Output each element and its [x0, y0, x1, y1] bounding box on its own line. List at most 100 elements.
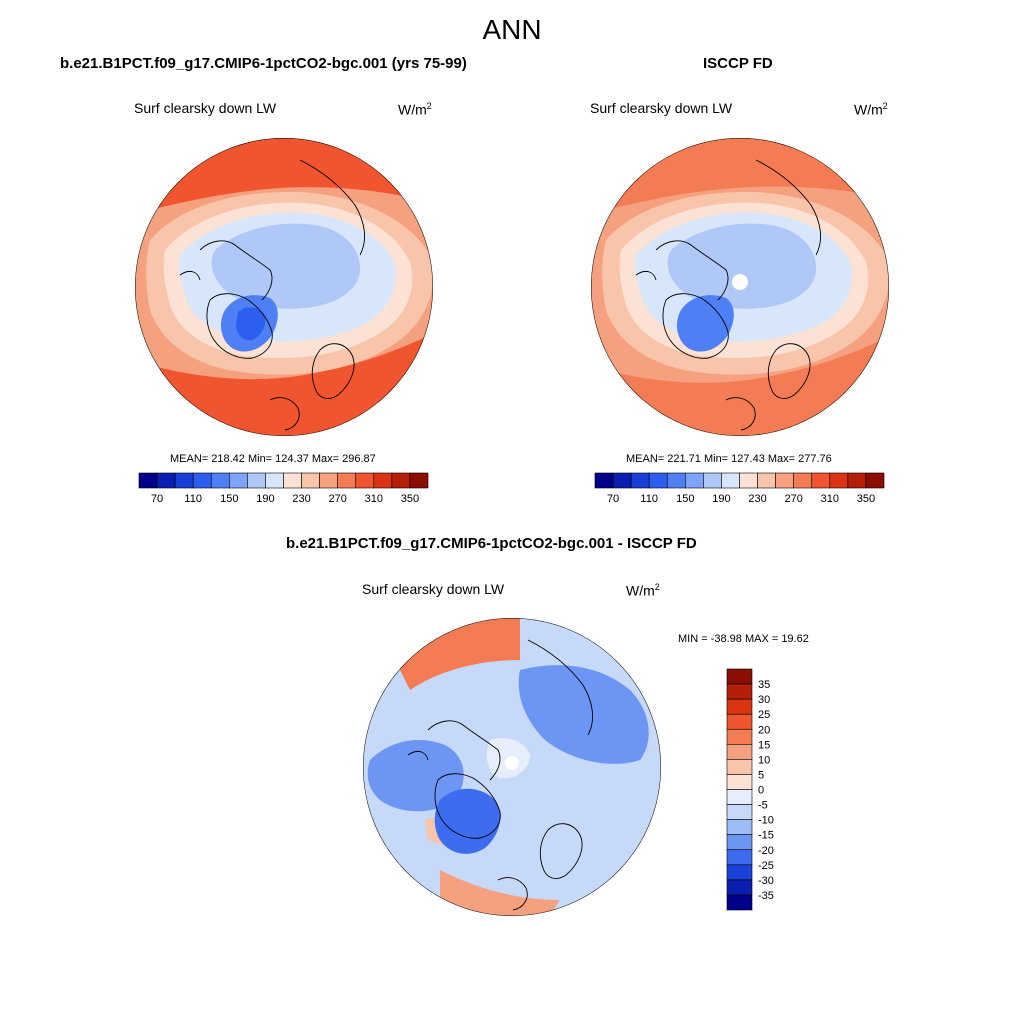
- colorbar-diff-tick-label: -35: [758, 890, 774, 902]
- left-greenland-core: [236, 307, 266, 341]
- colorbar-diff-swatch: [726, 879, 753, 896]
- left-units-exp: 2: [426, 101, 432, 111]
- colorbar-diff-tick-label: -15: [758, 830, 774, 842]
- colorbar-left-swatch: [229, 472, 248, 489]
- colorbar-left-swatch: [156, 472, 176, 489]
- colorbar-diff-swatch: [726, 849, 753, 866]
- colorbar-diff-swatch: [726, 834, 753, 851]
- colorbar-diff-tick-label: 0: [758, 785, 764, 797]
- colorbar-diff-tick-label: -10: [758, 815, 774, 827]
- colorbar-diff-swatch: [726, 698, 753, 715]
- right-variable-label: Surf clearsky down LW: [590, 100, 733, 116]
- colorbar-diff-swatch: [726, 744, 753, 760]
- left-units-base: W/m: [398, 101, 427, 118]
- colorbar-diff: 35 30 25 20 15 10 5 0 -5 -10 -15 -20 -25 -30 -35: [726, 668, 774, 911]
- diff-case-title: b.e21.B1PCT.f09_g17.CMIP6-1pctCO2-bgc.00…: [286, 535, 697, 552]
- diff-units-exp: 2: [654, 582, 660, 592]
- colorbar-right-tick-label: 310: [821, 493, 839, 505]
- colorbar-diff-swatch: [726, 804, 753, 820]
- left-coastlines: [179, 159, 366, 431]
- right-stats: MEAN= 221.71 Min= 127.43 Max= 277.76: [626, 453, 832, 465]
- colorbar-right-tick-label: 190: [712, 493, 730, 505]
- colorbar-left-swatch: [210, 472, 230, 489]
- left-units-label: W/m2: [398, 101, 432, 118]
- colorbar-left-tick-label: 110: [184, 493, 202, 505]
- colorbar-diff-tick-label: -30: [758, 875, 774, 887]
- colorbar-right-swatch: [847, 472, 867, 489]
- colorbar-right-tick-label: 110: [640, 493, 658, 505]
- colorbar-left-swatch: [337, 472, 357, 489]
- colorbar-left-tick-label: 150: [220, 493, 238, 505]
- colorbar-right-swatch: [757, 472, 776, 489]
- colorbar-right-swatch: [612, 472, 632, 489]
- colorbar-left-tick-label: 350: [401, 493, 419, 505]
- diff-pole-gap: [505, 756, 519, 770]
- colorbar-left-swatch: [373, 472, 393, 489]
- colorbar-diff-swatch: [726, 713, 753, 730]
- colorbar-right-swatch: [685, 472, 704, 489]
- colorbar-right-swatch: [811, 472, 831, 489]
- colorbar-left-swatch: [247, 472, 266, 489]
- colorbar-right: 70 110 150 190 230 270 310 350: [594, 472, 885, 505]
- colorbar-right-swatch: [666, 472, 686, 489]
- colorbar-diff-tick-label: 30: [758, 694, 770, 706]
- diff-coastlines: [407, 639, 594, 911]
- colorbar-left-swatch: [265, 472, 284, 489]
- diff-cold-east: [518, 665, 649, 764]
- right-band-blue: [667, 223, 817, 309]
- colorbar-left-swatch: [301, 472, 320, 489]
- colorbar-right-swatch: [739, 472, 758, 489]
- colorbar-diff-swatch: [726, 728, 753, 745]
- colorbar-diff-tick-label: -20: [758, 845, 774, 857]
- diff-polar-map: [363, 618, 661, 916]
- right-units-base: W/m: [854, 101, 883, 118]
- left-case-title: b.e21.B1PCT.f09_g17.CMIP6-1pctCO2-bgc.00…: [60, 55, 467, 72]
- colorbar-left-swatch: [283, 472, 302, 489]
- diff-units-base: W/m: [626, 582, 655, 599]
- colorbar-right-tick-label: 150: [676, 493, 694, 505]
- colorbar-right-swatch: [703, 472, 722, 489]
- season-title: ANN: [482, 14, 542, 45]
- colorbar-left-swatch: [355, 472, 375, 489]
- right-units-label: W/m2: [854, 101, 888, 118]
- colorbar-left-tick-label: 70: [151, 493, 163, 505]
- left-warm-south: [135, 330, 433, 436]
- colorbar-left-swatch: [319, 472, 338, 489]
- colorbar-right-swatch: [775, 472, 794, 489]
- diff-cold-west: [367, 740, 464, 812]
- colorbar-right-swatch: [648, 472, 668, 489]
- colorbar-left-tick-label: 310: [365, 493, 383, 505]
- colorbar-diff-swatch: [726, 894, 753, 911]
- colorbar-left-tick-label: 270: [329, 493, 347, 505]
- right-pole-gap: [732, 274, 748, 290]
- colorbar-left-swatch: [192, 472, 212, 489]
- colorbar-left-swatch: [409, 472, 429, 489]
- colorbar-diff-tick-label: 5: [758, 769, 764, 781]
- colorbar-diff-tick-label: 20: [758, 724, 770, 736]
- colorbar-left-swatch: [138, 472, 158, 489]
- colorbar-right-swatch: [721, 472, 740, 489]
- left-polar-map: [135, 138, 433, 436]
- left-variable-label: Surf clearsky down LW: [134, 100, 277, 116]
- colorbar-diff-tick-label: 10: [758, 754, 770, 766]
- colorbar-diff-tick-label: 15: [758, 739, 770, 751]
- diff-variable-label: Surf clearsky down LW: [362, 581, 505, 597]
- colorbar-diff-tick-label: -5: [758, 800, 768, 812]
- colorbar-diff-swatch: [726, 774, 753, 790]
- left-band-blue: [211, 223, 361, 309]
- colorbar-right-tick-label: 70: [607, 493, 619, 505]
- colorbar-left-tick-label: 190: [256, 493, 274, 505]
- colorbar-diff-swatch: [726, 789, 753, 805]
- colorbar-right-swatch: [630, 472, 650, 489]
- colorbar-left-swatch: [174, 472, 194, 489]
- colorbar-diff-swatch: [726, 819, 753, 835]
- left-stats: MEAN= 218.42 Min= 124.37 Max= 296.87: [170, 453, 376, 465]
- colorbar-right-swatch: [865, 472, 885, 489]
- colorbar-diff-swatch: [726, 759, 753, 775]
- right-polar-map: [591, 138, 889, 436]
- colorbar-diff-swatch: [726, 668, 753, 685]
- colorbar-diff-tick-label: 25: [758, 709, 770, 721]
- right-units-exp: 2: [882, 101, 888, 111]
- colorbar-diff-swatch: [726, 683, 753, 700]
